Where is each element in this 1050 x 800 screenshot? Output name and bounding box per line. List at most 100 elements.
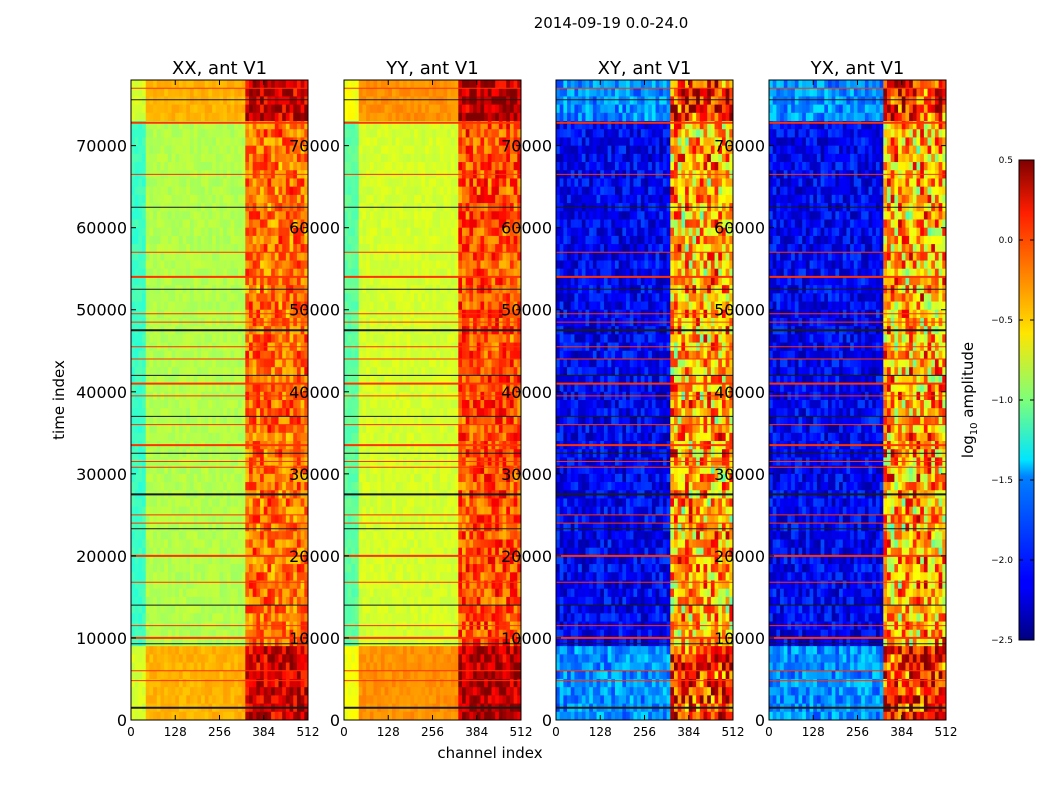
- heatmap-cell: [278, 695, 283, 704]
- heatmap-cell: [134, 408, 139, 417]
- heatmap-cell: [414, 219, 419, 229]
- heatmap-cell: [160, 531, 165, 540]
- heatmap-cell: [344, 211, 349, 220]
- heatmap-cell: [282, 375, 287, 384]
- heatmap-cell: [252, 416, 257, 426]
- heatmap-cell: [285, 137, 290, 147]
- heatmap-cell: [399, 186, 404, 196]
- heatmap-cell: [204, 506, 209, 516]
- heatmap-cell: [469, 112, 474, 122]
- heatmap-cell: [249, 358, 254, 368]
- heatmap-cell: [223, 465, 228, 475]
- heatmap-cell: [252, 153, 257, 163]
- heatmap-cell: [289, 350, 294, 360]
- heatmap-cell: [285, 252, 290, 261]
- heatmap-cell: [267, 580, 272, 590]
- heatmap-cell: [300, 711, 305, 721]
- heatmap-cell: [201, 473, 206, 483]
- heatmap-cell: [517, 235, 522, 245]
- heatmap-cell: [226, 104, 231, 114]
- heatmap-cell: [171, 186, 176, 196]
- heatmap-cell: [296, 252, 302, 261]
- heatmap-cell: [131, 572, 136, 581]
- heatmap-cell: [377, 276, 382, 286]
- heatmap-cell: [219, 153, 224, 163]
- heatmap-cell: [304, 465, 309, 475]
- heatmap-cell: [153, 506, 158, 516]
- heatmap-cell: [182, 539, 187, 549]
- heatmap-cell: [204, 596, 209, 606]
- heatmap-cell: [212, 408, 217, 417]
- heatmap-cell: [296, 506, 302, 516]
- heatmap-cell: [282, 695, 287, 704]
- heatmap-cell: [506, 129, 511, 138]
- heatmap-cell: [230, 687, 235, 696]
- heatmap-cell: [271, 547, 276, 557]
- heatmap-cell: [289, 555, 294, 565]
- heatmap-cell: [230, 186, 235, 196]
- heatmap-cell: [406, 104, 411, 114]
- heatmap-cell: [153, 564, 158, 573]
- heatmap-cell: [197, 227, 202, 237]
- heatmap-cell: [369, 162, 374, 171]
- heatmap-cell: [300, 678, 305, 688]
- heatmap-cell: [252, 121, 257, 130]
- heatmap-cell: [304, 687, 309, 696]
- heatmap-cell: [193, 350, 198, 360]
- heatmap-cell: [249, 432, 254, 442]
- heatmap-cell: [234, 416, 239, 426]
- heatmap-cell: [263, 416, 268, 426]
- heatmap-cell: [263, 596, 268, 606]
- heatmap-cell: [186, 465, 191, 475]
- heatmap-cell: [498, 244, 503, 253]
- heatmap-cell: [160, 162, 165, 171]
- heatmap-cell: [425, 153, 430, 163]
- heatmap-cell: [296, 629, 302, 639]
- heatmap-cell: [241, 153, 246, 163]
- heatmap-cell: [282, 646, 287, 655]
- heatmap-cell: [421, 129, 426, 138]
- heatmap-cell: [300, 235, 305, 245]
- heatmap-cell: [436, 96, 441, 106]
- heatmap-cell: [517, 268, 522, 278]
- heatmap-cell: [212, 383, 217, 393]
- heatmap-cell: [450, 96, 456, 106]
- heatmap-cell: [480, 186, 485, 196]
- heatmap-cell: [204, 260, 209, 270]
- heatmap-cell: [351, 276, 356, 286]
- heatmap-cell: [282, 416, 287, 426]
- heatmap-cell: [263, 293, 268, 302]
- heatmap-cell: [513, 80, 518, 89]
- heatmap-cell: [230, 605, 235, 614]
- heatmap-cell: [134, 219, 139, 229]
- heatmap-cell: [219, 350, 224, 360]
- heatmap-cell: [156, 605, 161, 614]
- heatmap-cell: [417, 260, 422, 270]
- heatmap-cell: [245, 211, 250, 220]
- heatmap-cell: [391, 219, 397, 229]
- heatmap-cell: [204, 194, 209, 204]
- heatmap-cell: [403, 276, 408, 286]
- heatmap-cell: [469, 80, 474, 89]
- heatmap-cell: [271, 383, 276, 393]
- heatmap-cell: [436, 268, 441, 278]
- heatmap-cell: [241, 695, 246, 704]
- heatmap-cell: [351, 211, 356, 220]
- heatmap-cell: [417, 219, 422, 229]
- heatmap-cell: [215, 514, 220, 524]
- heatmap-cell: [344, 227, 349, 237]
- heatmap-cell: [274, 547, 279, 557]
- heatmap-cell: [226, 539, 231, 549]
- heatmap-cell: [274, 244, 279, 253]
- heatmap-cell: [443, 121, 448, 130]
- heatmap-cell: [134, 531, 139, 540]
- heatmap-cells: [344, 80, 522, 721]
- heatmap-cell: [190, 613, 195, 622]
- heatmap-cell: [380, 276, 385, 286]
- heatmap-cell: [300, 334, 305, 343]
- heatmap-cell: [156, 96, 161, 106]
- heatmap-cell: [237, 252, 243, 261]
- heatmap-cell: [223, 646, 228, 655]
- heatmap-cell: [219, 678, 224, 688]
- heatmap-cell: [278, 162, 283, 171]
